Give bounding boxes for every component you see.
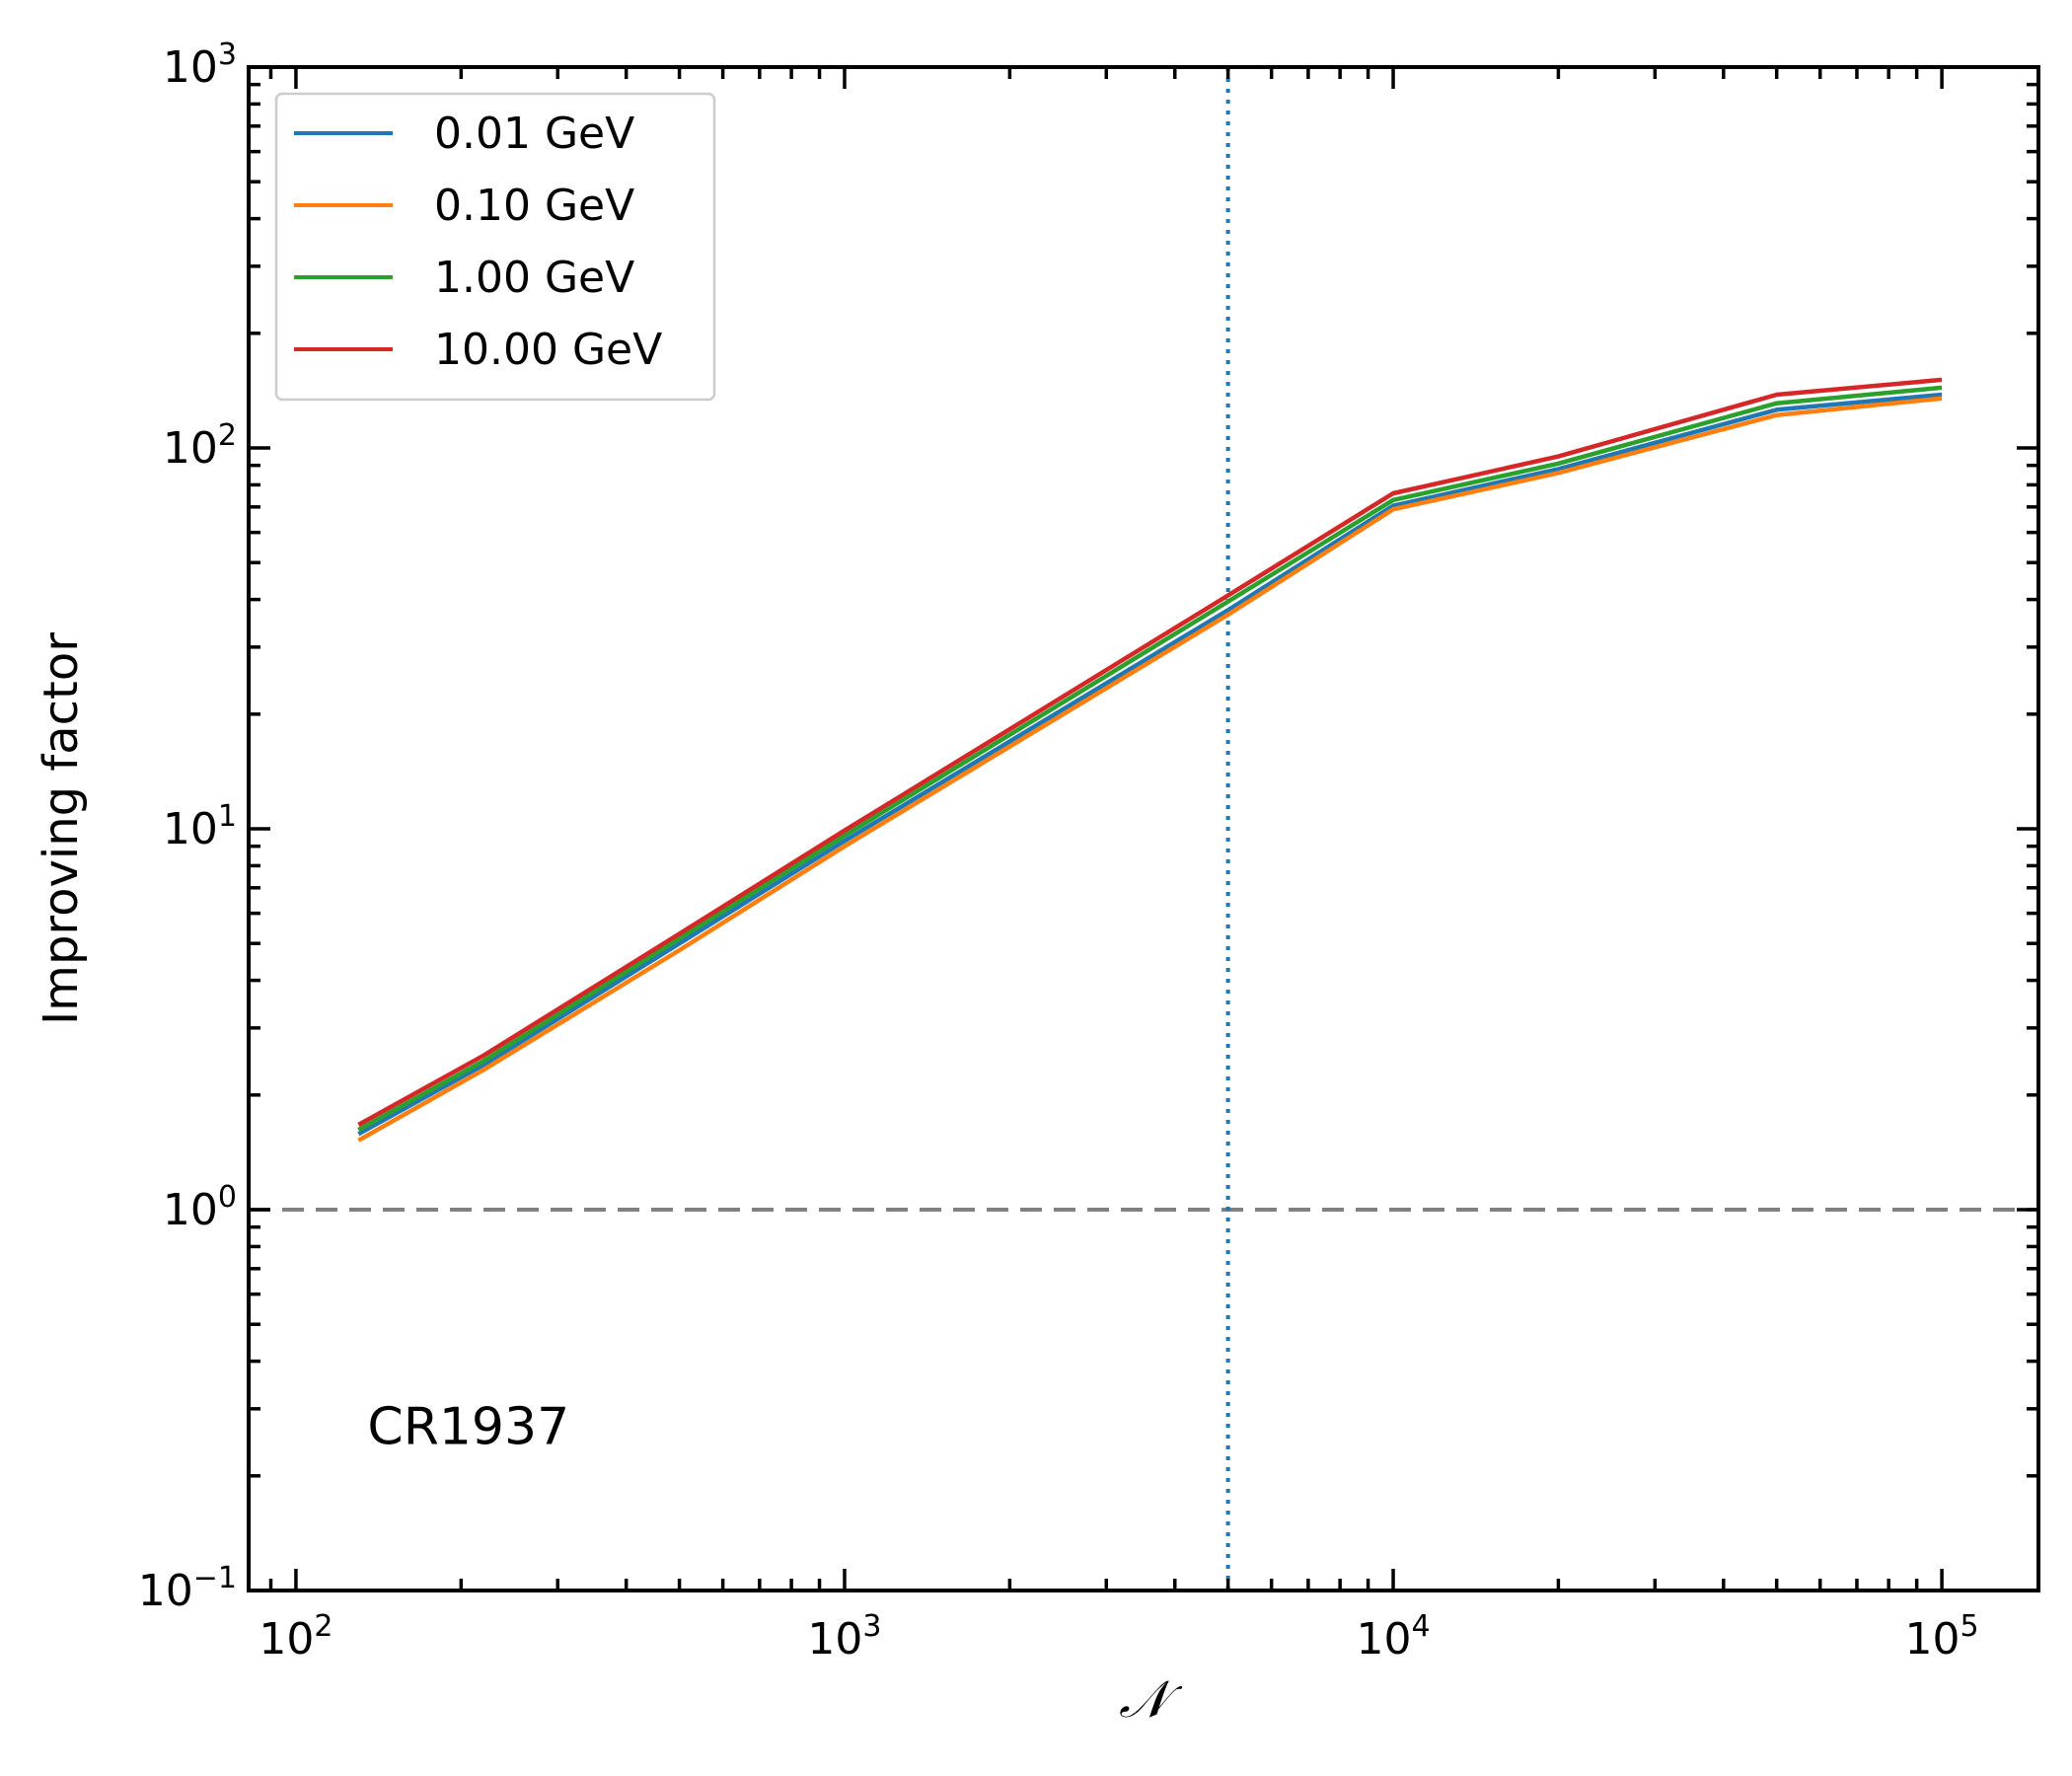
series-line — [357, 385, 1943, 1133]
y-tick-label: 10−1 — [138, 1561, 237, 1616]
x-tick-label: 105 — [1905, 1609, 1979, 1665]
y-tick-label: 101 — [163, 799, 237, 854]
y-tick-label: 103 — [163, 37, 237, 93]
series-line — [357, 396, 1943, 1143]
legend-item: 0.10 GeV — [294, 181, 634, 231]
series-line — [357, 377, 1943, 1127]
dataset-annotation: CR1937 — [367, 1397, 569, 1456]
x-tick-label: 103 — [807, 1609, 881, 1665]
y-tick-label: 100 — [163, 1180, 237, 1235]
legend-box — [274, 92, 716, 402]
y-axis-label: Improving factor — [34, 632, 89, 1025]
reference-lines — [249, 67, 2038, 1591]
legend-label: 1.00 GeV — [434, 253, 634, 303]
series-lines — [357, 377, 1943, 1143]
legend-label: 0.01 GeV — [434, 109, 634, 159]
series-line — [357, 392, 1943, 1137]
tick-labels: 102 103 104 105 10−1 100 101 102 103 — [138, 37, 1979, 1665]
legend-item: 0.01 GeV — [294, 109, 634, 159]
legend-label: 0.10 GeV — [434, 181, 634, 231]
legend: 0.01 GeV 0.10 GeV 1.00 GeV 10.00 GeV — [274, 92, 716, 402]
y-tick-label: 102 — [163, 418, 237, 474]
legend-item: 10.00 GeV — [294, 325, 662, 375]
x-tick-label: 104 — [1356, 1609, 1430, 1665]
legend-item: 1.00 GeV — [294, 253, 634, 303]
x-tick-label: 102 — [259, 1609, 333, 1665]
plot-frame — [247, 65, 2040, 1592]
legend-label: 10.00 GeV — [434, 325, 662, 375]
